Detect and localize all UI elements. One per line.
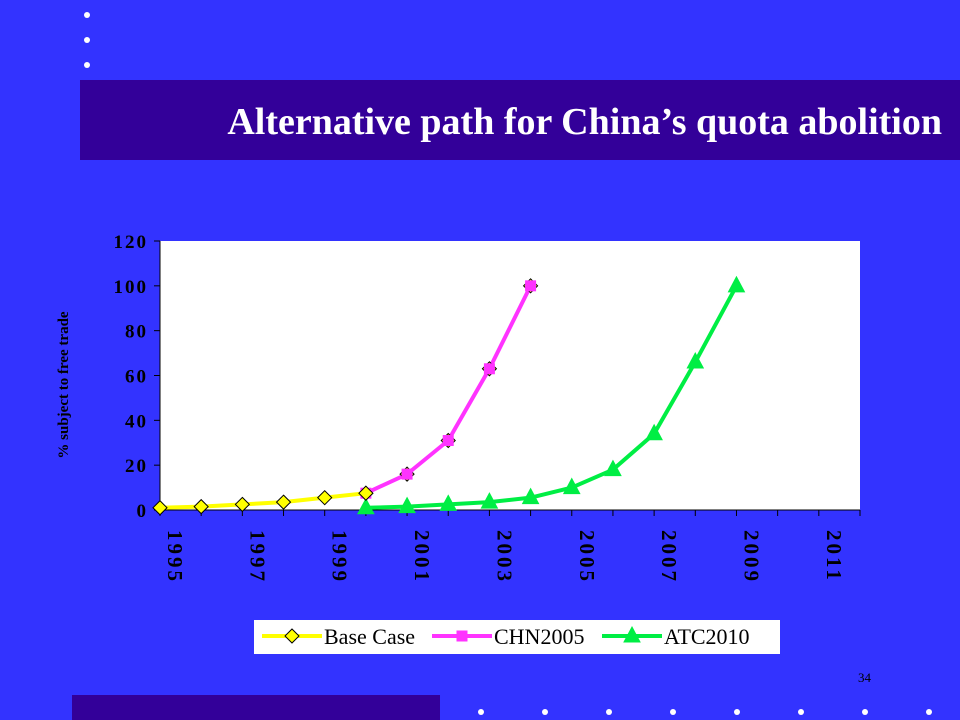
y-axis-label: % subject to free trade (56, 311, 72, 459)
bottom-band (72, 695, 440, 720)
decorative-dots-vertical (84, 12, 90, 87)
decor-dot (542, 709, 548, 715)
chn2005-marker (401, 468, 413, 480)
chn2005-marker (525, 280, 537, 292)
atc2010-marker (645, 423, 663, 441)
atc2010-marker (480, 492, 499, 509)
x-tick-label: 1999 (328, 530, 352, 584)
legend-atc2010-marker (623, 625, 641, 643)
decor-dot (84, 37, 90, 43)
x-tick-label: 2001 (410, 530, 434, 584)
y-tick-label: 100 (114, 277, 149, 298)
decor-dot (84, 62, 90, 68)
atc2010-marker (562, 477, 581, 495)
base-case-marker (275, 494, 292, 510)
atc2010-line (365, 284, 739, 510)
base-case-marker (316, 489, 333, 506)
y-tick-label: 40 (125, 411, 148, 432)
legend-base-case-marker (284, 628, 300, 644)
base-case-marker (193, 498, 209, 515)
slide-title: Alternative path for China’s quota aboli… (227, 101, 942, 143)
x-tick-label: 2005 (575, 530, 599, 584)
legend-chn2005-marker (456, 630, 468, 642)
legend-base-case-label: Base Case (324, 624, 415, 649)
atc2010-marker (521, 487, 540, 505)
base-case-marker (152, 500, 168, 516)
x-tick-label: 2011 (822, 530, 846, 583)
atc2010-marker (727, 275, 746, 293)
y-tick-label: 120 (114, 232, 149, 253)
y-tick-label: 0 (137, 501, 149, 522)
x-tick-label: 1995 (163, 530, 187, 584)
decor-dot (84, 12, 90, 18)
y-tick-label: 80 (125, 322, 148, 343)
x-tick-label: 1997 (245, 530, 269, 584)
x-tick-label: 2007 (657, 530, 681, 584)
chn2005-marker (442, 435, 454, 447)
title-band: Alternative path for China’s quota aboli… (80, 80, 960, 160)
atc2010-marker (686, 351, 705, 369)
base-case-marker (358, 485, 374, 501)
decor-dot (734, 709, 740, 715)
decor-dot (798, 709, 804, 715)
legend-chn2005-label: CHN2005 (494, 624, 584, 649)
decor-dot (478, 709, 484, 715)
decor-dot (606, 709, 612, 715)
y-tick-label: 60 (125, 367, 148, 388)
decor-dot (670, 709, 676, 715)
base-case-marker (234, 496, 251, 513)
atc2010-marker (439, 494, 458, 511)
atc2010-marker (357, 497, 375, 515)
legend-atc2010-label: ATC2010 (664, 624, 750, 649)
chn2005-marker (483, 363, 495, 375)
plot-area (160, 241, 860, 510)
decor-dot (926, 709, 932, 715)
x-tick-label: 2003 (492, 530, 516, 584)
legend-box (254, 620, 780, 654)
page-number: 34 (858, 670, 871, 685)
x-tick-label: 2009 (739, 530, 763, 584)
decor-dot (862, 709, 868, 715)
atc2010-marker (604, 459, 622, 477)
y-tick-label: 20 (125, 456, 148, 477)
atc2010-marker (398, 496, 416, 514)
